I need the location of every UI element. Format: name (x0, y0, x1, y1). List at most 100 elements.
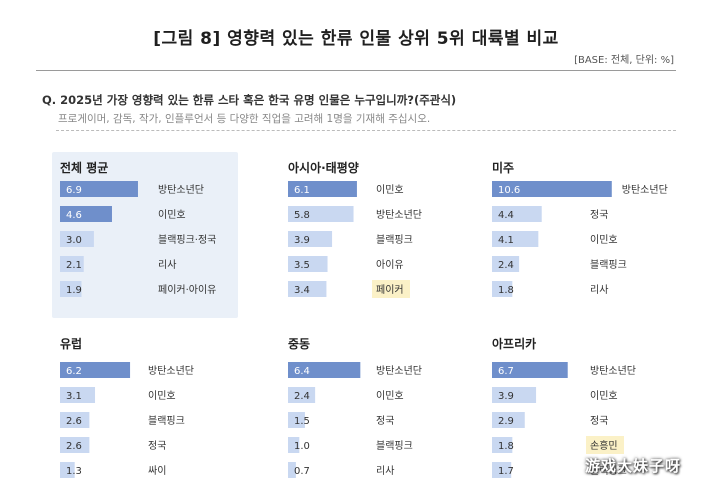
bar (60, 206, 112, 222)
bar (288, 462, 296, 478)
header-divider (36, 70, 676, 71)
bar-value-label: 6.4 (294, 366, 310, 377)
category-label: 방탄소년단 (622, 184, 668, 196)
bar (288, 412, 305, 428)
bar-value-label: 5.8 (294, 210, 310, 221)
bar-value-label: 2.6 (66, 416, 82, 427)
bar (288, 181, 357, 197)
category-label: 블랙핑크 (376, 234, 413, 246)
bar-value-label: 3.1 (66, 391, 82, 402)
bar (288, 231, 333, 247)
bar (60, 387, 96, 403)
bar (60, 437, 90, 453)
category-label: 리사 (158, 259, 176, 271)
survey-question: Q. 2025년 가장 영향력 있는 한류 스타 혹은 한국 유명 인물은 누구… (42, 93, 457, 107)
category-label: 이민호 (376, 390, 404, 402)
category-label: 블랙핑크 (148, 415, 185, 427)
bar (60, 231, 94, 247)
panel-title: 미주 (492, 160, 514, 175)
category-label: 블랙핑크 (590, 259, 627, 271)
category-label: 싸이 (148, 465, 166, 477)
page-title: [그림 8] 영향력 있는 한류 인물 상위 5위 대륙별 비교 (153, 29, 559, 49)
question-divider (56, 130, 676, 131)
bar (60, 462, 75, 478)
bar-value-label: 3.0 (66, 235, 82, 246)
bar-value-label: 1.9 (66, 285, 82, 296)
highlight-label-background (372, 280, 410, 298)
bar-value-label: 6.7 (498, 366, 514, 377)
panel-title: 아시아·태평양 (288, 160, 359, 175)
bar-value-label: 6.9 (66, 185, 82, 196)
bar (288, 387, 316, 403)
panel-title: 전체 평균 (60, 160, 108, 175)
bar-value-label: 1.3 (66, 466, 82, 477)
bar-value-label: 4.6 (66, 210, 82, 221)
bar (492, 256, 520, 272)
category-label: 방탄소년단 (376, 365, 422, 377)
bar (492, 231, 539, 247)
category-label: 페이커 (376, 284, 404, 296)
bar-value-label: 1.7 (498, 466, 514, 477)
bar (492, 181, 612, 197)
category-label: 블랙핑크·정국 (158, 234, 216, 246)
bar-value-label: 1.5 (294, 416, 310, 427)
category-label: 이민호 (376, 184, 404, 196)
category-label: 방탄소년단 (148, 365, 194, 377)
bar (492, 206, 542, 222)
category-label: 블랙핑크 (590, 465, 627, 477)
category-label: 방탄소년단 (158, 184, 204, 196)
bar (288, 256, 328, 272)
bar (288, 206, 354, 222)
bar-value-label: 3.5 (294, 260, 310, 271)
bar (492, 362, 568, 378)
panel-title: 중동 (288, 337, 310, 351)
bar-value-label: 1.0 (294, 441, 310, 452)
bar (288, 362, 361, 378)
category-label: 정국 (590, 415, 608, 427)
category-label: 방탄소년단 (590, 365, 636, 377)
survey-instruction: 프로게이머, 감독, 작가, 인플루언서 등 다양한 직업을 고려해 1명을 기… (58, 113, 431, 125)
bar-value-label: 6.1 (294, 185, 310, 196)
bar (288, 437, 300, 453)
bar-value-label: 10.6 (498, 185, 520, 196)
category-label: 이민호 (590, 234, 618, 246)
category-label: 방탄소년단 (376, 209, 422, 221)
bar-value-label: 0.7 (294, 466, 310, 477)
highlight-label-background (586, 436, 624, 454)
category-label: 정국 (148, 440, 166, 452)
bar (492, 387, 537, 403)
category-label: 이민호 (148, 390, 176, 402)
category-label: 정국 (590, 209, 608, 221)
bar-value-label: 3.9 (498, 391, 514, 402)
base-unit-note: [BASE: 전체, 단위: %] (574, 55, 674, 66)
bar (60, 412, 90, 428)
panel-title: 아프리카 (492, 336, 536, 351)
watermark: 游戏大妹子呀 (585, 457, 682, 475)
bar (492, 437, 513, 453)
category-label: 손흥민 (590, 439, 618, 452)
bar-value-label: 1.8 (498, 285, 514, 296)
bar (60, 362, 131, 378)
bar-value-label: 3.9 (294, 235, 310, 246)
category-label: 이민호 (590, 390, 618, 402)
bar-value-label: 6.2 (66, 366, 82, 377)
bar (492, 281, 513, 297)
category-label: 정국 (376, 415, 394, 427)
category-label: 페이커·아이유 (158, 284, 216, 296)
bar-value-label: 2.6 (66, 441, 82, 452)
bar (492, 412, 525, 428)
bar (60, 181, 138, 197)
bar (60, 281, 82, 297)
bar-value-label: 2.9 (498, 416, 514, 427)
bar-value-label: 2.4 (294, 391, 310, 402)
bar (288, 281, 327, 297)
bar-value-label: 3.4 (294, 285, 310, 296)
bar-value-label: 4.1 (498, 235, 514, 246)
bar-value-label: 2.1 (66, 260, 82, 271)
bar-value-label: 2.4 (498, 260, 514, 271)
bar-value-label: 4.4 (498, 210, 514, 221)
category-label: 리사 (590, 284, 608, 296)
category-label: 블랙핑크 (376, 440, 413, 452)
bar-value-label: 1.8 (498, 441, 514, 452)
